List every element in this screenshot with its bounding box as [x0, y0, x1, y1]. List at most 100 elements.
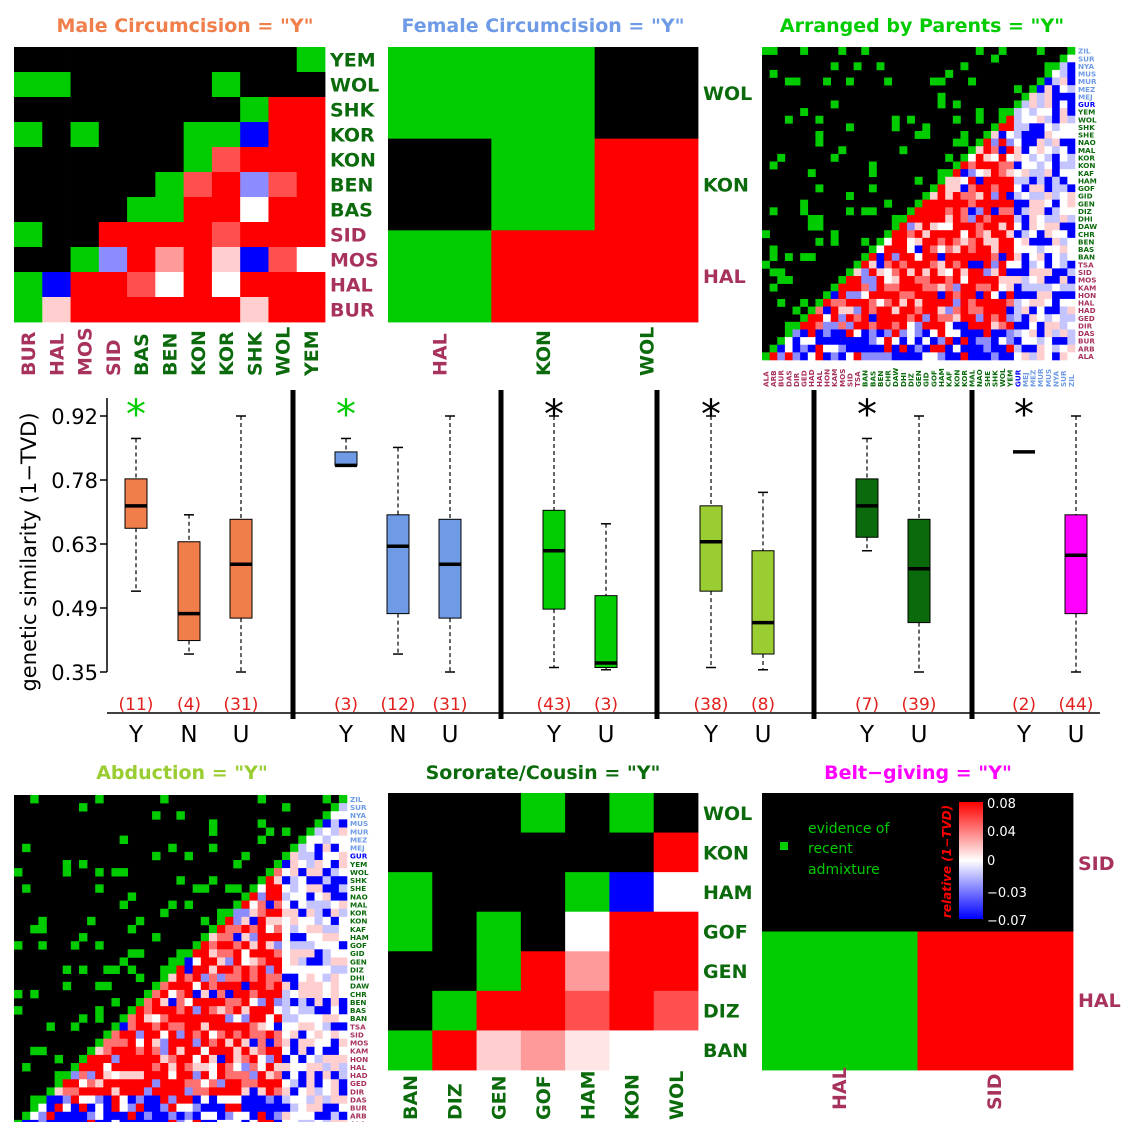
abduction-cell [290, 900, 299, 910]
abduction-cell [22, 1111, 31, 1121]
abduction-cell [119, 1046, 129, 1056]
arranged-cell [899, 222, 908, 231]
abduction-cell [249, 941, 258, 950]
arranged-row-label: GED [1078, 314, 1095, 323]
male-heatmap-cell [296, 147, 326, 173]
box-group: *(43)Y(3)U [537, 392, 619, 748]
abduction-cell [249, 892, 258, 901]
abduction-cell [22, 1063, 31, 1072]
abduction-cell [152, 1119, 161, 1122]
abduction-cell [208, 933, 218, 942]
abduction-cell [225, 981, 234, 991]
abduction-row-label: DAS [350, 1095, 367, 1104]
arranged-cell [991, 222, 999, 231]
arranged-cell [807, 214, 816, 223]
abduction-cell [314, 876, 323, 885]
arranged-cell [815, 130, 824, 139]
male-heatmap-cell [268, 72, 298, 98]
abduction-cell [38, 1119, 47, 1122]
abduction-cell [184, 998, 193, 1007]
abduction-cell [87, 1119, 96, 1122]
sororate-heatmap-cell [432, 872, 477, 913]
abduction-cell [95, 1006, 104, 1015]
abduction-cell [306, 1103, 315, 1113]
arranged-cell [1059, 222, 1068, 231]
abduction-cell [233, 957, 242, 966]
arranged-cell [884, 306, 893, 315]
abduction-cell [233, 1038, 242, 1048]
arranged-cell [960, 199, 969, 208]
arranged-cell [1013, 253, 1022, 262]
abduction-cell [306, 1014, 315, 1023]
arranged-cell [1013, 260, 1022, 269]
arranged-cell [1013, 161, 1022, 170]
abduction-cell [200, 957, 210, 966]
abduction-cell [87, 916, 96, 926]
count-label: (11) [119, 695, 154, 715]
arranged-cell [914, 222, 923, 231]
arranged-cell [1006, 115, 1015, 124]
arranged-cell [876, 253, 885, 262]
abduction-cell [306, 933, 315, 942]
abduction-cell [298, 851, 307, 861]
abduction-cell [168, 1022, 177, 1031]
abduction-cell [330, 1046, 340, 1056]
abduction-cell [176, 1014, 185, 1023]
abduction-cell [273, 1119, 283, 1122]
arranged-cell [1021, 222, 1030, 231]
arranged-cell [853, 291, 862, 300]
abduction-cell [265, 1030, 275, 1039]
abduction-cell [208, 1063, 218, 1072]
arranged-cell [929, 184, 938, 193]
arranged-cell [838, 329, 847, 338]
arranged-cell [975, 199, 984, 208]
arranged-cell [1013, 268, 1022, 277]
arranged-cell [1006, 214, 1015, 223]
abduction-cell [192, 998, 202, 1007]
abduction-cell [282, 884, 291, 893]
abduction-cell [249, 1087, 258, 1096]
arranged-col-label: DHI [899, 372, 908, 387]
abduction-cell [119, 957, 129, 966]
arranged-cell [1067, 276, 1076, 284]
abduction-cell [330, 900, 340, 910]
arranged-cell [1021, 92, 1030, 101]
arranged-cell [861, 321, 870, 330]
abduction-cell [330, 916, 340, 926]
abduction-cell [168, 1006, 177, 1015]
arranged-cell [952, 321, 961, 330]
abduction-cell [314, 981, 323, 991]
arranged-cell [1044, 337, 1053, 346]
abduction-cell [176, 998, 185, 1007]
arranged-cell [1052, 260, 1061, 269]
arranged-cell [1029, 222, 1038, 231]
arranged-cell [998, 146, 1007, 155]
arranged-cell [983, 276, 992, 284]
arranged-cell [975, 260, 984, 269]
arranged-cell [1021, 291, 1030, 300]
abduction-cell [265, 989, 275, 999]
abduction-cell [87, 1054, 96, 1064]
abduction-cell [38, 1111, 47, 1121]
arranged-row-label: SHK [1078, 123, 1095, 132]
abduction-cell [14, 1119, 23, 1122]
arranged-cell [960, 314, 969, 323]
abduction-cell [273, 1038, 283, 1048]
arranged-cell [952, 260, 961, 269]
count-label: (4) [177, 695, 201, 715]
abduction-cell [168, 973, 177, 983]
arranged-cell [1067, 268, 1076, 277]
abduction-cell [241, 1038, 250, 1048]
abduction-cell [184, 900, 193, 910]
abduction-cell [249, 1014, 258, 1023]
abduction-cell [135, 916, 145, 926]
arranged-cell [998, 115, 1007, 124]
abduction-cell [38, 1103, 47, 1113]
male-heatmap-cell [296, 172, 326, 198]
abduction-cell [184, 1014, 193, 1023]
abduction-cell [290, 989, 299, 999]
abduction-row-label: BUR [350, 1104, 367, 1113]
arranged-cell [884, 260, 893, 269]
arranged-cell [1029, 352, 1038, 361]
